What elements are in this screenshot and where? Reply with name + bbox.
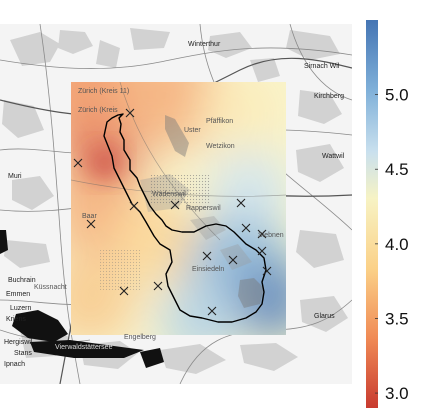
label-stans: Stans xyxy=(14,350,32,357)
station-marker xyxy=(236,198,246,208)
label-zuerich: Zürich (Kreis xyxy=(78,107,118,114)
colorbar-gradient xyxy=(366,20,378,408)
label-kriens: Kriens xyxy=(6,316,26,323)
station-marker xyxy=(257,229,267,239)
place-labels: Winterthur Sirnach Wil Kirchberg Zürich … xyxy=(4,41,345,368)
station-marker xyxy=(119,286,129,296)
label-ipnach: Ipnach xyxy=(4,361,25,368)
station-marker xyxy=(86,219,96,229)
label-siebnen: Siebnen xyxy=(258,232,284,239)
label-emmen: Emmen xyxy=(6,291,30,298)
label-waedenswil: Wädenswil xyxy=(152,191,186,198)
station-marker xyxy=(129,201,139,211)
colorbar: 5.0 4.5 4.0 3.5 3.0 xyxy=(366,20,409,408)
station-marker xyxy=(153,281,163,291)
colorbar-ticks: 5.0 4.5 4.0 3.5 3.0 xyxy=(375,86,409,403)
station-marker xyxy=(257,246,267,256)
colorbar-tick-label: 3.5 xyxy=(385,309,409,328)
label-luzern: Luzern xyxy=(10,305,32,312)
label-vierwaldstaettersee: Vierwaldstättersee xyxy=(55,344,113,351)
label-hergiswil: Hergiswil xyxy=(4,339,33,346)
station-marker xyxy=(170,200,180,210)
station-markers xyxy=(73,108,272,316)
label-engelberg: Engelberg xyxy=(124,334,156,341)
label-pfaeffikon: Pfäffikon xyxy=(206,118,233,125)
label-uster: Uster xyxy=(184,127,201,134)
station-marker xyxy=(207,306,217,316)
station-marker xyxy=(241,223,251,233)
station-marker xyxy=(73,158,83,168)
label-sirnach-wil: Sirnach Wil xyxy=(304,63,340,70)
colorbar-tick-label: 4.0 xyxy=(385,235,409,254)
label-kirchberg: Kirchberg xyxy=(314,93,344,100)
colorbar-tick-label: 5.0 xyxy=(385,86,409,105)
station-marker xyxy=(125,108,135,118)
station-marker xyxy=(228,255,238,265)
station-marker xyxy=(202,251,212,261)
colorbar-tick-label: 3.0 xyxy=(385,384,409,403)
label-winterthur: Winterthur xyxy=(188,41,221,48)
label-buchrain: Buchrain xyxy=(8,277,36,284)
label-glarus: Glarus xyxy=(314,313,335,320)
colorbar-tick-label: 4.5 xyxy=(385,160,409,179)
label-muri: Muri xyxy=(8,173,22,180)
label-wetzikon: Wetzikon xyxy=(206,143,235,150)
station-marker xyxy=(262,266,272,276)
label-wattwil: Wattwil xyxy=(322,153,345,160)
label-rapperswil: Rapperswil xyxy=(186,205,221,212)
label-zuerich-11: Zürich (Kreis 11) xyxy=(78,88,129,95)
catchment-boundary xyxy=(103,113,267,323)
label-baar: Baar xyxy=(82,213,97,220)
label-kuessnacht: Küssnacht xyxy=(34,284,67,291)
label-einsiedeln: Einsiedeln xyxy=(192,266,224,273)
